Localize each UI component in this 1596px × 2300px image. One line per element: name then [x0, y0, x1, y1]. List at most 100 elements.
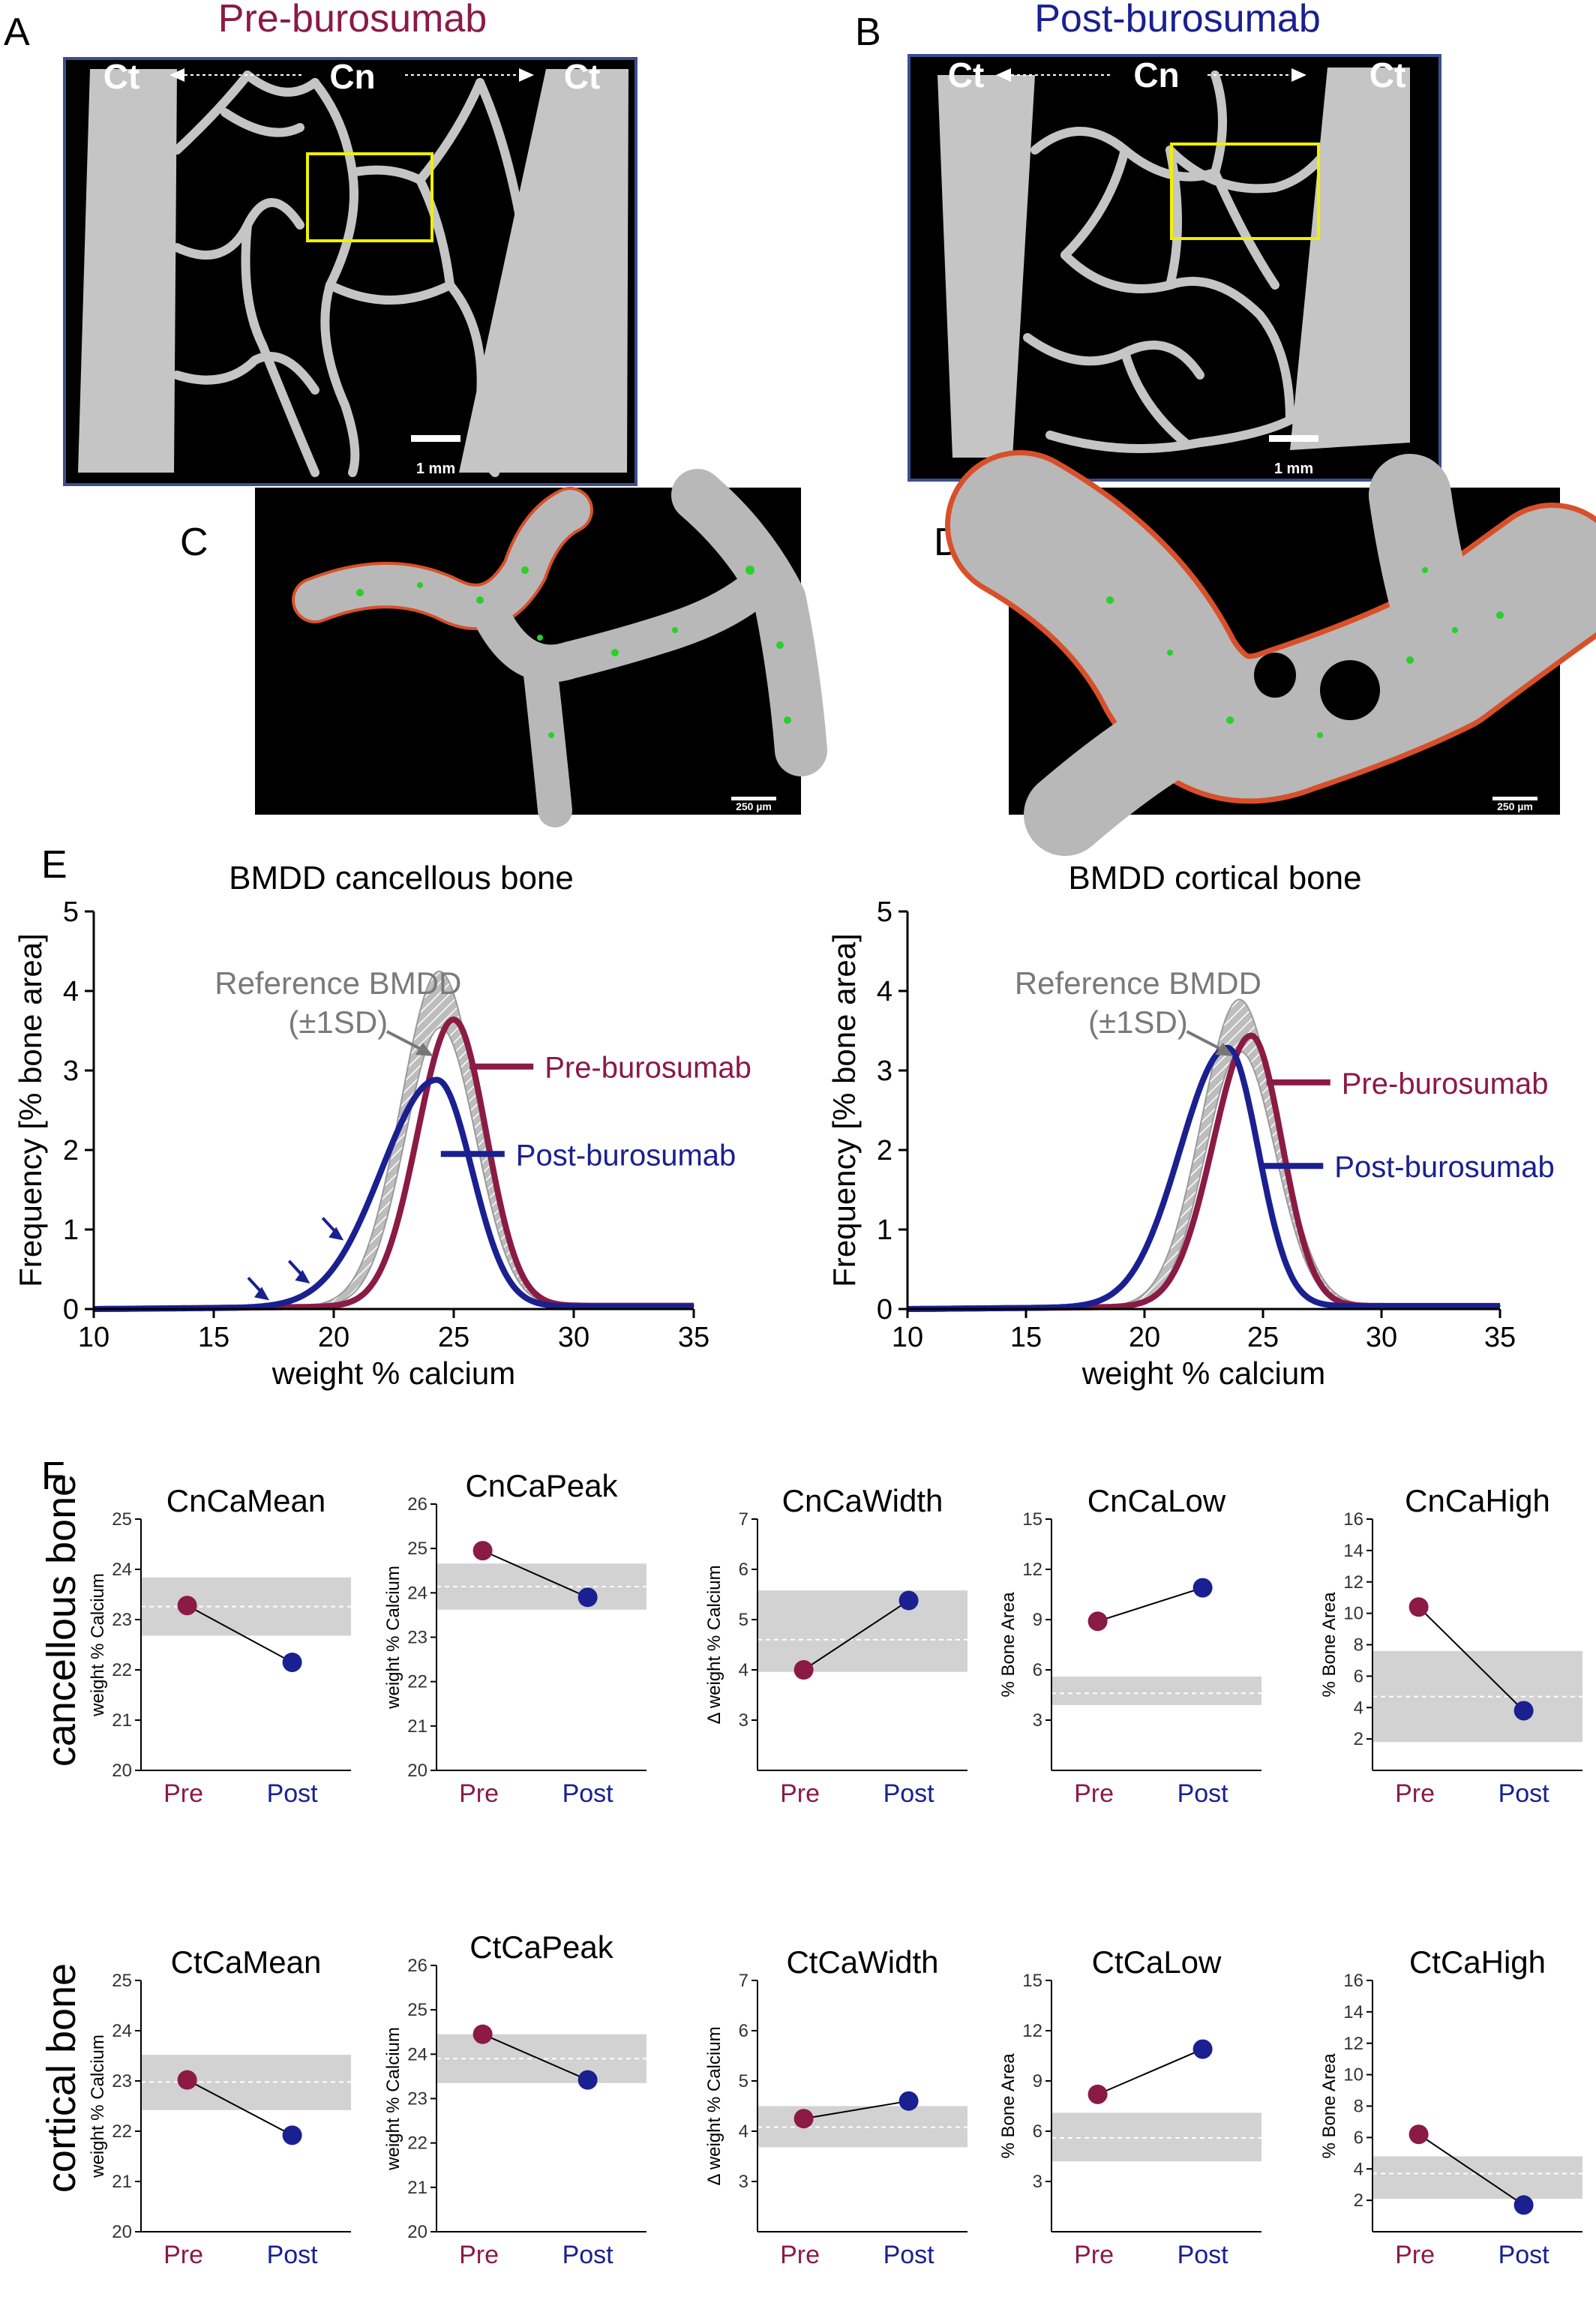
ct-image-pre	[63, 57, 638, 486]
y-tick-label: 14	[1343, 2002, 1364, 2022]
y-axis-label: weight % Calcium	[383, 1566, 404, 1710]
y-tick-label: 3	[1033, 2172, 1042, 2192]
chart-CtCaLow: 3 6 9 12 15 Pre Post CtCaLow % Bone Area	[998, 1944, 1262, 2269]
post-category-label: Post	[1178, 1779, 1229, 1808]
y-tick-label: 22	[407, 2133, 428, 2154]
x-tick-label: 15	[198, 1322, 230, 1353]
ct-label-left-b: Ct	[948, 56, 985, 95]
reference-band	[758, 2106, 968, 2148]
post-category-label: Post	[1498, 2241, 1550, 2269]
pre-post-connector	[187, 2079, 293, 2136]
y-tick-label: 2	[1354, 1729, 1364, 1749]
pre-category-label: Pre	[1395, 1779, 1435, 1808]
chart-title: BMDD cortical bone	[1068, 860, 1361, 896]
pre-category-label: Pre	[1395, 2241, 1435, 2269]
chart-title: CnCaWidth	[782, 1483, 944, 1518]
chart-title: CtCaLow	[1092, 1944, 1222, 1980]
pre-point	[1408, 1597, 1429, 1617]
y-tick-label: 12	[1022, 1560, 1042, 1580]
chart-CtCaWidth: 3 4 5 6 7 Pre Post CtCaWidth Δ weight % Calcium	[704, 1944, 968, 2269]
ct-label-right-a: Ct	[564, 57, 601, 96]
bmdd-cortical-chart: 10 15 20 25 30 35 0 1 2 3 4 5 weight % calcium Freque…	[826, 860, 1555, 1391]
x-axis-label: weight % calcium	[1082, 1356, 1325, 1391]
scale-bar-label-b: 1 mm	[1274, 461, 1313, 477]
y-tick-label: 6	[739, 2021, 748, 2041]
y-tick-label: 5	[739, 1610, 748, 1630]
chart-CtCaPeak: 20 21 22 23 24 25 26 Pre Post CtCaPeak weight % Ca…	[383, 1929, 646, 2269]
panel-letter-a: A	[4, 11, 30, 54]
y-tick-label: 24	[112, 1560, 132, 1580]
y-axis-label: Frequency [% bone area]	[13, 933, 48, 1287]
y-tick-label: 12	[1022, 2021, 1042, 2041]
y-tick-label: 3	[63, 1055, 79, 1087]
y-tick-label: 24	[407, 1583, 428, 1603]
zoom-image-pre	[255, 469, 827, 827]
y-tick-label: 12	[1343, 1572, 1364, 1593]
y-tick-label: 4	[739, 2121, 748, 2142]
y-tick-label: 26	[407, 1956, 428, 1976]
pre-legend-label: Pre-burosumab	[1342, 1067, 1549, 1100]
y-tick-label: 16	[1343, 1971, 1364, 1991]
pre-category-label: Pre	[780, 2241, 820, 2269]
y-tick-label: 6	[1033, 1660, 1042, 1680]
x-tick-label: 10	[78, 1322, 110, 1353]
pre-post-connector	[482, 1550, 589, 1599]
y-tick-label: 3	[1033, 1710, 1042, 1731]
y-tick-label: 24	[407, 2044, 428, 2064]
pre-point	[794, 2109, 814, 2129]
row-label-cancellous: cancellous bone	[39, 1474, 84, 1767]
shift-arrowhead	[254, 1287, 269, 1301]
y-tick-label: 25	[112, 1971, 132, 1991]
pre-post-connector	[1097, 1587, 1203, 1623]
y-tick-label: 23	[407, 2089, 428, 2109]
post-point	[578, 1587, 598, 1608]
y-tick-label: 21	[407, 2178, 428, 2198]
y-tick-label: 21	[112, 1710, 132, 1731]
y-tick-label: 26	[407, 1494, 428, 1515]
y-tick-label: 10	[1343, 1604, 1364, 1624]
reference-band	[436, 1563, 646, 1610]
pre-post-connector	[1097, 2048, 1203, 2095]
y-axis-label: % Bone Area	[998, 1592, 1018, 1698]
y-tick-label: 20	[112, 2222, 132, 2242]
y-tick-label: 3	[877, 1055, 892, 1087]
y-tick-label: 7	[739, 1971, 748, 1991]
y-tick-label: 9	[1033, 2071, 1042, 2091]
x-tick-label: 10	[892, 1322, 923, 1353]
y-tick-label: 16	[1343, 1509, 1364, 1530]
y-tick-label: 3	[739, 1710, 748, 1731]
reference-band	[141, 2055, 351, 2110]
y-tick-label: 21	[112, 2172, 132, 2192]
reference-band	[1052, 1676, 1262, 1705]
y-tick-label: 4	[1354, 2159, 1364, 2179]
shift-arrowhead	[328, 1227, 344, 1241]
y-tick-label: 12	[1343, 2034, 1364, 2054]
y-axis-label: Δ weight % Calcium	[704, 1565, 724, 1724]
row-label-cortical: cortical bone	[39, 1963, 84, 2193]
cn-label-b: Cn	[1133, 56, 1179, 95]
y-tick-label: 9	[1033, 1610, 1042, 1630]
y-tick-label: 2	[63, 1135, 79, 1167]
y-tick-label: 14	[1343, 1541, 1364, 1561]
y-tick-label: 0	[63, 1294, 79, 1326]
x-tick-label: 35	[678, 1322, 710, 1353]
y-tick-label: 25	[112, 1509, 132, 1530]
chart-title: BMDD cancellous bone	[229, 860, 574, 896]
post-category-label: Post	[267, 2241, 319, 2269]
chart-CnCaHigh: 2 4 6 8 10 12 14 16 Pre Post CnCaHigh % Bone Area	[1319, 1483, 1582, 1808]
y-tick-label: 25	[407, 2000, 428, 2020]
y-tick-label: 1	[877, 1215, 892, 1246]
scale-bar-label-d: 250 µm	[1497, 800, 1533, 812]
y-tick-label: 25	[407, 1539, 428, 1559]
y-tick-label: 22	[112, 2121, 132, 2142]
post-burosumab-title: Post-burosumab	[1034, 0, 1321, 41]
post-legend-label: Post-burosumab	[1334, 1151, 1554, 1184]
y-axis-label: % Bone Area	[1319, 1592, 1340, 1698]
chart-CtCaMean: 20 21 22 23 24 25 Pre Post CtCaMean weight % Calc…	[88, 1944, 351, 2269]
y-tick-label: 2	[1354, 2190, 1364, 2211]
pre-burosumab-title: Pre-burosumab	[218, 0, 487, 41]
ct-label-right-b: Ct	[1370, 56, 1406, 95]
y-axis-label: % Bone Area	[998, 2053, 1018, 2159]
post-category-label: Post	[267, 1779, 319, 1808]
reference-band	[436, 2034, 646, 2083]
